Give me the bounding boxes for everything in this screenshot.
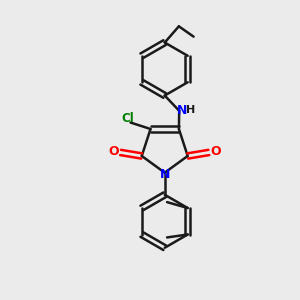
Text: Cl: Cl [121,112,134,124]
Text: N: N [177,104,187,117]
Text: O: O [109,146,119,158]
Text: N: N [160,168,170,181]
Text: H: H [186,105,196,115]
Text: O: O [210,146,221,158]
